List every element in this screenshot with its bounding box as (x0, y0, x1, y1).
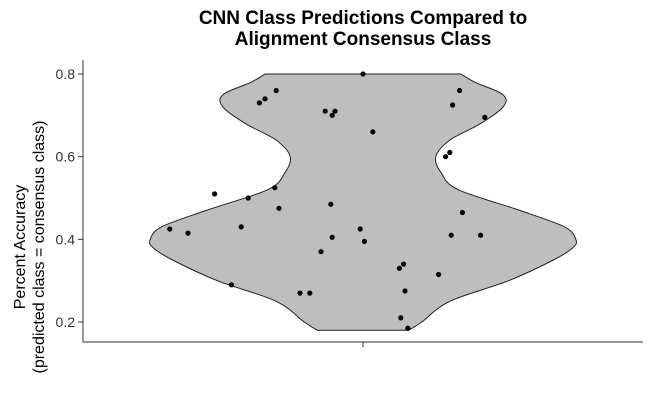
data-point (361, 238, 367, 244)
y-axis-label-line1: Percent Accuracy (12, 185, 29, 310)
chart-title-line2: Alignment Consensus Class (234, 29, 492, 50)
data-point (273, 87, 279, 94)
chart-title: CNN Class Predictions Compared to Alignm… (83, 8, 643, 50)
data-point (228, 282, 234, 288)
violin-shape (148, 73, 578, 331)
data-point (398, 315, 404, 321)
data-point (272, 185, 278, 191)
data-point (212, 191, 218, 197)
data-point (459, 209, 465, 216)
data-point (478, 232, 484, 238)
chart-title-line1: CNN Class Predictions Compared to (198, 8, 528, 29)
data-point (443, 154, 449, 160)
data-point (401, 261, 407, 267)
data-point (329, 112, 335, 118)
y-tick-label: 0.6 (56, 149, 76, 165)
data-point (297, 290, 303, 296)
y-tick-label: 0.4 (56, 231, 76, 247)
y-axis-label: Percent Accuracy (predicted class = cons… (12, 121, 48, 374)
data-point (328, 201, 334, 207)
data-point (370, 129, 376, 135)
data-point (450, 102, 456, 108)
data-point (447, 149, 453, 156)
data-point (396, 265, 402, 271)
data-point (322, 108, 328, 114)
y-axis-label-line2: (predicted class = consensus class) (31, 121, 48, 374)
data-point (245, 195, 251, 201)
data-point (329, 234, 335, 240)
data-point (405, 325, 411, 331)
plot-area (148, 71, 578, 331)
data-point (262, 96, 268, 102)
data-point (360, 71, 366, 77)
data-point (276, 205, 282, 211)
axes (82, 60, 643, 347)
data-point (318, 249, 324, 255)
data-point (185, 230, 191, 236)
data-point (167, 226, 173, 232)
data-point (357, 226, 363, 232)
data-point (402, 288, 408, 294)
data-point (482, 114, 488, 120)
data-point (436, 271, 442, 278)
data-point (448, 232, 454, 238)
y-tick-label: 0.8 (56, 66, 76, 82)
data-point (238, 224, 244, 230)
data-point (457, 87, 463, 94)
data-point (307, 290, 313, 296)
data-point (332, 108, 338, 114)
y-ticks: 0.2 0.4 0.6 0.8 (56, 66, 83, 330)
y-tick-label: 0.2 (56, 314, 76, 330)
data-point (256, 100, 262, 106)
